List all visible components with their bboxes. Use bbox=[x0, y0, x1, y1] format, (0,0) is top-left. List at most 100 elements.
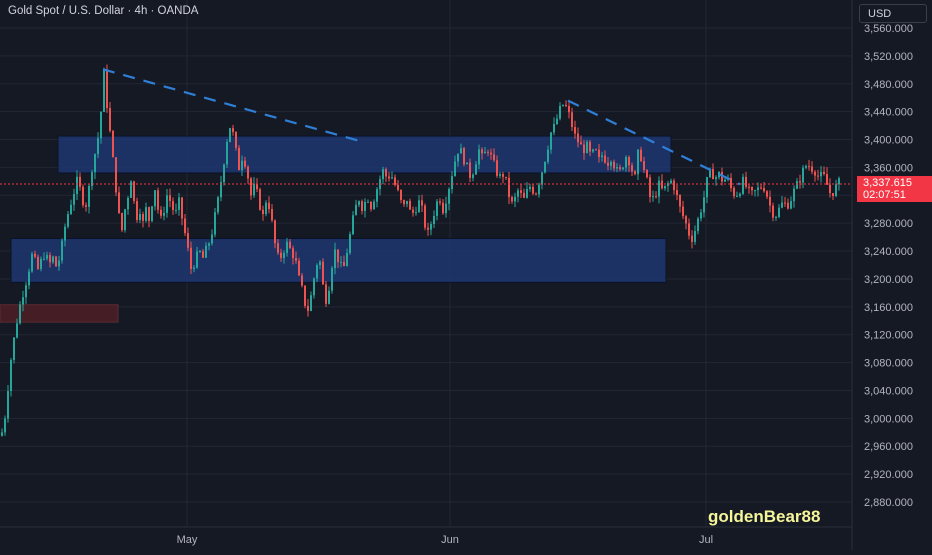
candle-body bbox=[778, 207, 780, 217]
dashed-trendline bbox=[567, 99, 741, 186]
candle-body bbox=[274, 220, 276, 244]
candle-body bbox=[385, 169, 387, 177]
candle-body bbox=[124, 209, 126, 231]
time-tick-label: Jun bbox=[441, 534, 459, 546]
candle-body bbox=[46, 254, 48, 259]
candle-body bbox=[532, 186, 534, 194]
candle-body bbox=[628, 157, 630, 166]
candle-body bbox=[742, 176, 744, 194]
price-axis[interactable]: 3,560.000 3,520.000 3,480.000 3,440.000 3,40… bbox=[864, 23, 913, 509]
candle-body bbox=[364, 201, 366, 211]
candle-body bbox=[394, 177, 396, 185]
candle-body bbox=[424, 205, 426, 228]
candle-body bbox=[118, 192, 120, 213]
candle-body bbox=[199, 251, 201, 253]
candle-body bbox=[811, 166, 813, 172]
candle-body bbox=[610, 161, 612, 166]
candle-body bbox=[520, 190, 522, 193]
candle-body bbox=[799, 181, 801, 183]
candle-body bbox=[655, 196, 657, 198]
candle-body bbox=[307, 305, 309, 311]
candle-body bbox=[502, 174, 504, 177]
candle-body bbox=[400, 189, 402, 201]
candle-body bbox=[838, 178, 840, 185]
candle-body bbox=[832, 193, 834, 196]
candle-body bbox=[436, 201, 438, 216]
candle-body bbox=[31, 253, 33, 272]
candle-body bbox=[625, 157, 627, 168]
candle-body bbox=[133, 181, 135, 202]
candle-body bbox=[178, 197, 180, 210]
candle-body bbox=[19, 304, 21, 324]
candle-body bbox=[103, 69, 105, 112]
price-tick-label: 3,200.000 bbox=[864, 274, 913, 286]
candle-body bbox=[814, 171, 816, 176]
candle-body bbox=[649, 177, 651, 197]
candle-body bbox=[67, 214, 69, 227]
trendlines bbox=[102, 68, 741, 186]
price-tick-label: 3,480.000 bbox=[864, 79, 913, 91]
candle-body bbox=[481, 149, 483, 154]
candle-body bbox=[91, 172, 93, 187]
last-price-value: 3,337.615 bbox=[863, 177, 912, 189]
candle-body bbox=[157, 190, 159, 210]
time-axis[interactable]: May Jun Jul bbox=[177, 534, 713, 546]
candle-body bbox=[634, 171, 636, 175]
candle-body bbox=[418, 200, 420, 213]
candle-body bbox=[313, 278, 315, 296]
candle-body bbox=[652, 196, 654, 198]
candle-body bbox=[286, 241, 288, 253]
time-tick-label: May bbox=[177, 534, 198, 546]
candle-body bbox=[295, 258, 297, 261]
price-tick-label: 3,040.000 bbox=[864, 385, 913, 397]
supply-zone bbox=[0, 304, 119, 323]
candle-body bbox=[373, 201, 375, 210]
candle-body bbox=[529, 186, 531, 190]
candle-body bbox=[319, 261, 321, 266]
candle-body bbox=[613, 161, 615, 169]
candle-body bbox=[574, 127, 576, 134]
candle-body bbox=[457, 153, 459, 162]
candle-body bbox=[730, 177, 732, 188]
symbol-title[interactable]: Gold Spot / U.S. Dollar · 4h · OANDA bbox=[8, 5, 199, 17]
last-price-tag: 3,337.615 02:07:51 bbox=[857, 176, 932, 202]
price-tick-label: 3,400.000 bbox=[864, 135, 913, 147]
candle-body bbox=[577, 133, 579, 143]
candle-body bbox=[241, 160, 243, 171]
candle-body bbox=[367, 201, 369, 203]
candle-body bbox=[607, 162, 609, 166]
candle-body bbox=[349, 234, 351, 253]
candle-body bbox=[604, 155, 606, 163]
candle-body bbox=[676, 190, 678, 196]
candle-body bbox=[499, 174, 501, 176]
zones bbox=[0, 135, 672, 323]
candle-body bbox=[61, 240, 63, 261]
candle-body bbox=[454, 161, 456, 177]
candle-body bbox=[106, 69, 108, 109]
candle-body bbox=[583, 144, 585, 154]
price-tick-label: 3,360.000 bbox=[864, 162, 913, 174]
candle-body bbox=[535, 193, 537, 195]
candle-body bbox=[235, 131, 237, 148]
candle-body bbox=[601, 155, 603, 158]
price-tick-label: 3,160.000 bbox=[864, 302, 913, 314]
candle-body bbox=[484, 151, 486, 154]
candle-body bbox=[646, 170, 648, 178]
candles bbox=[1, 64, 840, 437]
candle-body bbox=[691, 235, 693, 242]
candle-body bbox=[571, 112, 573, 128]
candle-body bbox=[220, 182, 222, 198]
time-tick-label: Jul bbox=[699, 534, 713, 546]
candle-body bbox=[58, 260, 60, 267]
candle-body bbox=[736, 195, 738, 197]
candle-body bbox=[793, 188, 795, 202]
candle-body bbox=[271, 209, 273, 221]
candle-body bbox=[208, 243, 210, 246]
price-tick-label: 3,560.000 bbox=[864, 23, 913, 35]
candle-body bbox=[826, 174, 828, 185]
candle-body bbox=[166, 195, 168, 213]
currency-button[interactable]: USD bbox=[859, 4, 927, 23]
candle-body bbox=[673, 180, 675, 191]
